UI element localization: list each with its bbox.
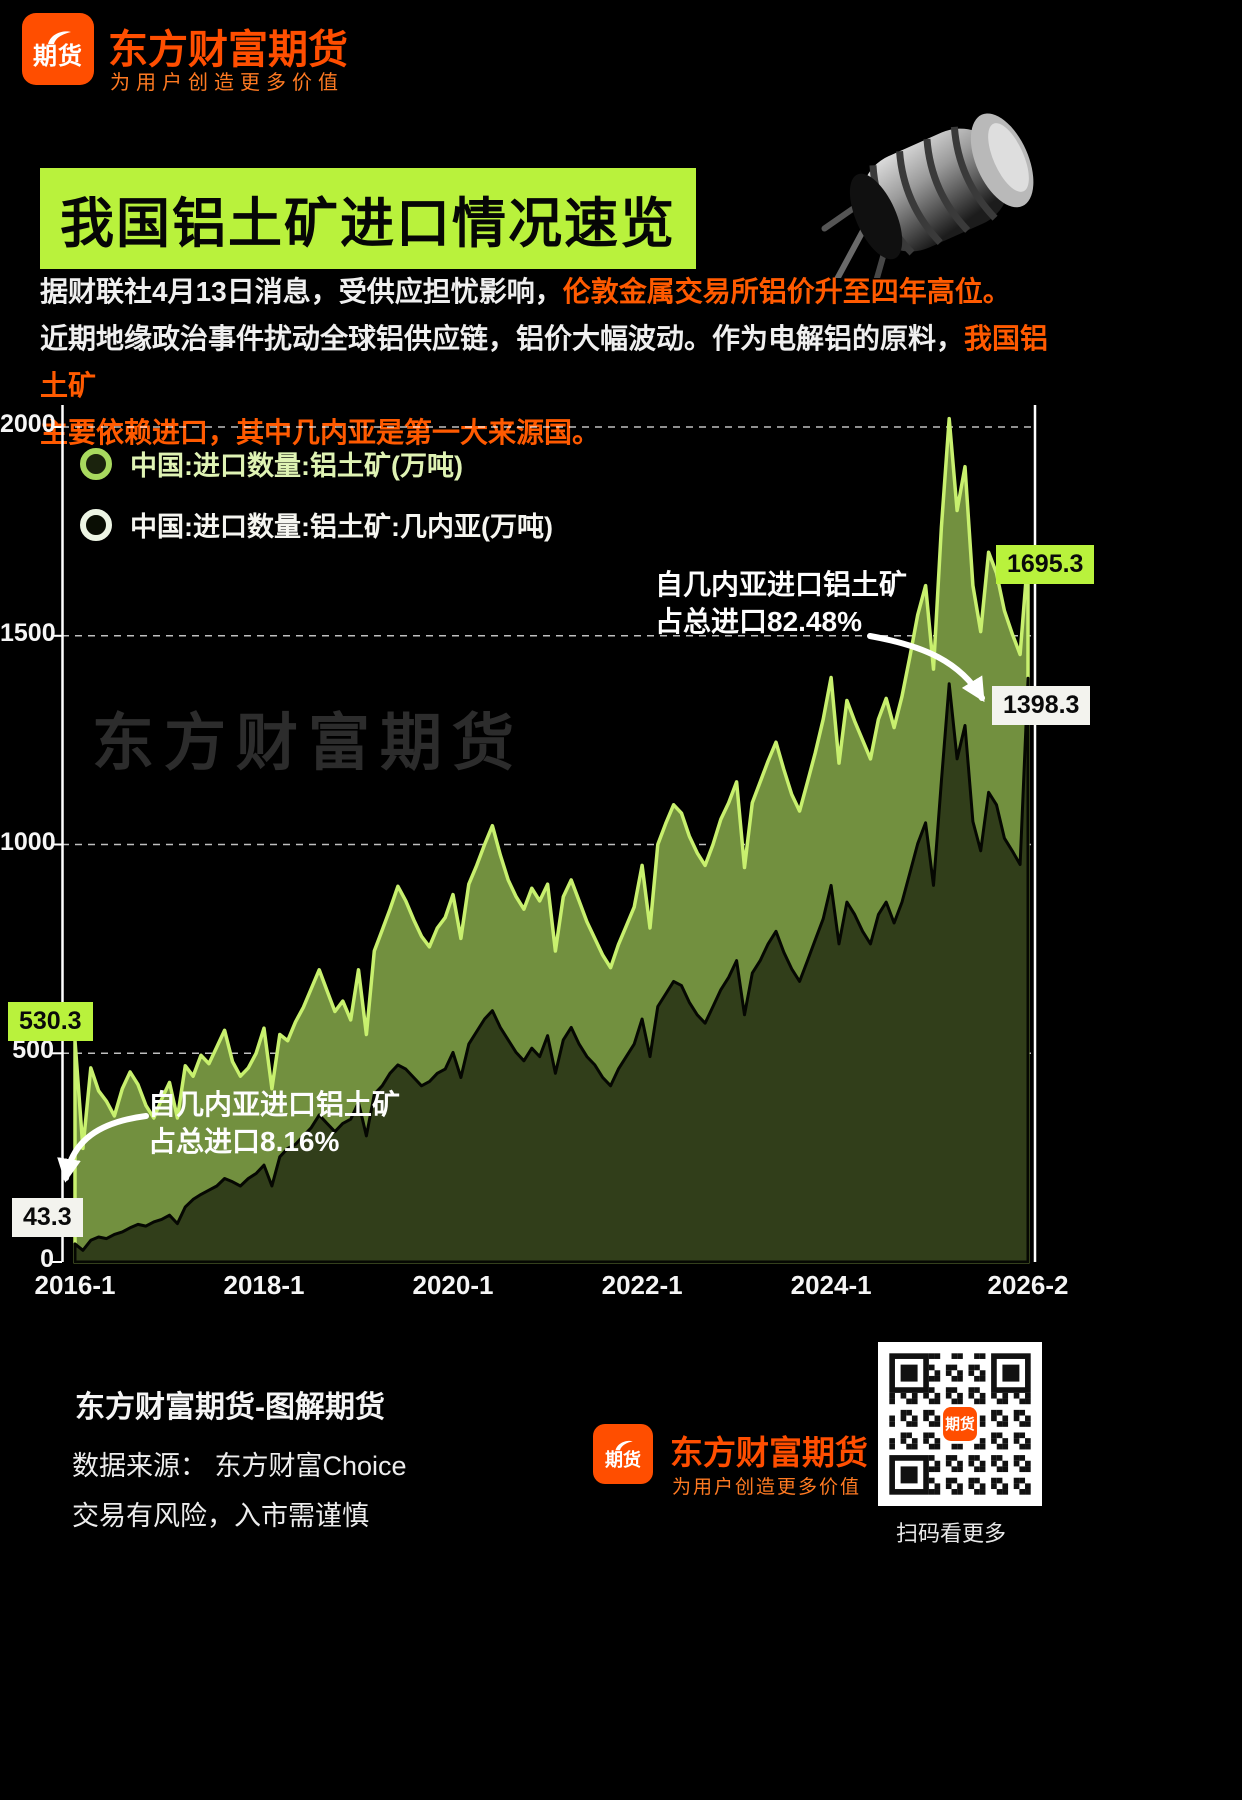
intro-paragraph: 据财联社4月13日消息，受供应担忧影响，伦敦金属交易所铝价升至四年高位。 近期地…	[40, 268, 1060, 456]
x-axis-label: 2024-1	[790, 1270, 872, 1300]
intro-segment: 近期地缘政治事件扰动全球铝供应链，铝价大幅波动。作为电解铝的原料，	[40, 323, 965, 354]
value-label-total-start: 530.3	[8, 1002, 93, 1041]
dove-icon	[615, 1440, 633, 1451]
footer-disclaimer: 交易有风险，入市需谨慎	[72, 1501, 369, 1531]
brand-name: 东方财富期货	[108, 28, 348, 72]
intro-segment: 据财联社4月13日消息，受供应担忧影响，	[40, 276, 563, 307]
legend-item-guinea: 中国:进口数量:铝土矿:几内亚(万吨)	[80, 505, 553, 544]
y-axis-label: 0	[40, 1245, 54, 1273]
dove-icon	[48, 31, 71, 44]
header-logo-text: 期货	[33, 43, 83, 70]
intro-segment: 伦敦金属交易所铝价升至四年高位。	[562, 276, 1011, 307]
legend-label-guinea: 中国:进口数量:铝土矿:几内亚(万吨)	[130, 512, 553, 542]
annotation-guinea-share-end: 自几内亚进口铝土矿 占总进口82.48%	[655, 569, 908, 637]
legend-marker-guinea-icon	[80, 508, 112, 541]
x-axis-label: 2020-1	[412, 1270, 494, 1300]
intro-segment: 主要依赖进口，其中几内亚是第一大来源国。	[40, 417, 601, 448]
annotation-guinea-share-start: 自几内亚进口铝土矿 占总进口8.16%	[148, 1089, 401, 1157]
value-label-guinea-start: 43.3	[12, 1198, 83, 1237]
qr-caption: 扫码看更多	[896, 1521, 1007, 1546]
bulb-image	[821, 113, 1034, 278]
footer-brand-name: 东方财富期货	[670, 1434, 868, 1471]
header-logo: 期货	[22, 13, 94, 85]
y-axis-label: 2000	[0, 410, 56, 438]
value-label-total-end: 1695.3	[996, 545, 1095, 584]
brand-tagline: 为用户创造更多价值	[110, 72, 344, 94]
footer-logo-text: 期货	[605, 1450, 641, 1470]
footer-brand-tagline: 为用户创造更多价值	[672, 1477, 862, 1498]
legend: 中国:进口数量:铝土矿(万吨) 中国:进口数量:铝土矿:几内亚(万吨)	[80, 444, 553, 566]
qr-code: 期货	[878, 1342, 1042, 1506]
footer-source: 数据来源： 东方财富Choice	[72, 1451, 407, 1481]
legend-marker-total-icon	[80, 447, 112, 480]
x-axis-label: 2022-1	[601, 1270, 683, 1300]
y-axis-label: 1500	[0, 618, 56, 647]
value-label-guinea-end: 1398.3	[992, 686, 1091, 725]
chart-svg	[52, 405, 1037, 1264]
y-axis-label: 1000	[0, 827, 56, 856]
legend-item-total: 中国:进口数量:铝土矿(万吨)	[80, 444, 553, 483]
x-axis-label: 2018-1	[223, 1270, 305, 1300]
x-axis-label: 2026-2	[987, 1270, 1069, 1300]
legend-label-total: 中国:进口数量:铝土矿(万吨)	[130, 451, 463, 481]
footer-logo: 期货	[593, 1424, 653, 1484]
footer-title: 东方财富期货-图解期货	[75, 1391, 385, 1424]
watermark: 东方财富期货	[92, 709, 525, 778]
svg-text:期货: 期货	[945, 1415, 975, 1433]
page-title: 我国铝土矿进口情况速览	[40, 168, 696, 269]
x-axis-label: 2016-1	[34, 1270, 116, 1300]
intro-segment: 我国铝土矿	[40, 323, 1049, 401]
